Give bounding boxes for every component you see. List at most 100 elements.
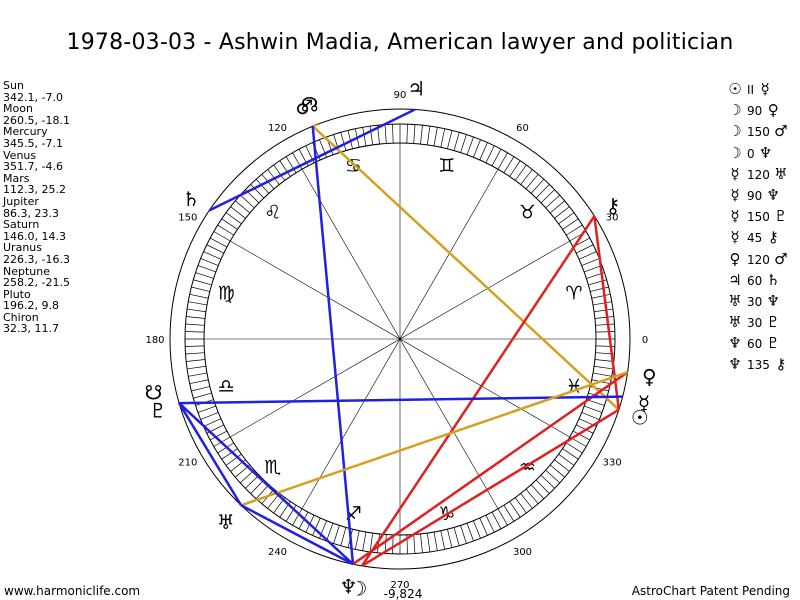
degree-tick	[491, 149, 502, 167]
mercury-icon: ☿	[730, 228, 740, 247]
north-node-icon: ☊	[301, 93, 319, 117]
degree-tick	[267, 493, 280, 509]
degree-tick	[535, 184, 550, 199]
uranus-icon: ♅	[728, 313, 742, 332]
degree-tick	[525, 174, 539, 190]
venus-icon: ♀	[729, 249, 741, 268]
degree-tick	[362, 127, 367, 147]
degree-tick	[197, 405, 216, 413]
gemini-icon: ♊	[438, 155, 455, 177]
degree-tick	[562, 218, 579, 230]
pluto-icon: ♇	[149, 398, 167, 422]
aspect-row: ☽ 90 ♀	[727, 100, 789, 121]
degree-tick	[200, 412, 219, 420]
degree-tick	[530, 484, 545, 500]
planet-name: Uranus	[3, 241, 42, 255]
planet-values: 342.1, -7.0	[3, 90, 63, 104]
degree-tick	[503, 505, 515, 522]
taurus-icon: ♉	[519, 202, 536, 224]
degree-tick	[203, 418, 222, 427]
degree-tick	[460, 525, 467, 544]
degree-tick	[185, 345, 205, 347]
aspect-row: ♃ 60 ♄	[727, 270, 789, 291]
degree-tick	[566, 442, 583, 454]
degree-tick	[520, 493, 533, 509]
degree-tick	[186, 359, 206, 362]
saturn-icon: ♄	[182, 187, 200, 211]
south-node-icon: ☋	[145, 380, 163, 404]
degree-label: 300	[513, 547, 532, 558]
degree-tick	[453, 132, 460, 151]
degree-tick	[250, 184, 265, 199]
degree-label: 180	[145, 335, 164, 346]
degree-tick	[195, 272, 214, 279]
degree-tick	[225, 453, 242, 466]
degree-tick	[221, 218, 238, 230]
aspect-line	[311, 126, 355, 565]
degree-tick	[479, 517, 488, 536]
aspect-row: ♅ 30 ♆	[727, 291, 789, 312]
degree-tick	[312, 517, 321, 536]
degree-tick	[186, 316, 206, 319]
planet-values: 351.7, -4.6	[3, 160, 63, 174]
mercury-icon: ☿	[760, 80, 770, 98]
degree-tick	[586, 399, 605, 406]
degree-tick	[581, 258, 600, 266]
degree-tick	[189, 379, 209, 385]
planet-name: Saturn	[3, 218, 40, 232]
pluto-icon: ♇	[766, 334, 780, 353]
degree-label: 60	[516, 123, 529, 134]
degree-tick	[545, 469, 561, 484]
aquarius-icon: ♒	[519, 456, 536, 478]
aspect-row: ☽ 0 ♆	[727, 143, 789, 164]
planet-values: 226.3, -16.3	[3, 252, 70, 266]
degree-tick	[535, 479, 550, 494]
degree-tick	[392, 534, 394, 554]
planet-values: 146.0, 14.3	[3, 229, 66, 243]
degree-tick	[255, 178, 270, 194]
sun-icon: ☉	[631, 405, 649, 429]
degree-tick	[473, 139, 481, 158]
planet-values: 258.2, -21.5	[3, 276, 70, 290]
pluto-icon: ♇	[774, 207, 788, 226]
degree-tick	[279, 160, 291, 177]
neptune-icon: ♆	[766, 291, 780, 310]
degree-tick	[369, 126, 374, 145]
degree-tick	[298, 511, 309, 529]
aspect-number: 90	[747, 188, 763, 203]
outer-circle	[169, 108, 631, 570]
degree-label: 30	[606, 213, 619, 224]
degree-tick	[433, 531, 438, 551]
aspect-line	[178, 402, 354, 566]
aspect-line	[240, 371, 628, 507]
scorpio-icon: ♏	[264, 456, 281, 478]
degree-tick	[197, 265, 216, 273]
moon-icon: ☽	[349, 577, 367, 600]
aspect-number: 150	[747, 210, 770, 225]
aspect-line	[208, 108, 416, 212]
mars-icon: ♂	[295, 95, 313, 119]
degree-tick	[594, 316, 614, 319]
footer-website[interactable]: www.harmoniclife.com	[4, 584, 141, 598]
degree-tick	[333, 525, 340, 544]
degree-tick	[187, 308, 206, 313]
neptune-icon: ♆	[728, 334, 742, 353]
degree-tick	[545, 194, 561, 209]
aspect-number: 30	[747, 294, 763, 309]
degree-tick	[592, 301, 612, 306]
degree-tick	[267, 169, 280, 185]
degree-tick	[369, 533, 374, 552]
division-line	[230, 240, 570, 438]
degree-tick	[554, 206, 570, 219]
aspect-line	[352, 371, 629, 566]
degree-tick	[466, 136, 474, 155]
pisces-icon: ♓	[565, 376, 582, 398]
degree-tick	[530, 178, 545, 194]
saturn-icon: ♄	[766, 270, 780, 289]
degree-tick	[447, 529, 453, 548]
aspect-row: ☿ 150 ♇	[727, 206, 789, 227]
degree-label: 240	[268, 547, 287, 558]
degree-tick	[558, 453, 575, 466]
degree-tick	[497, 508, 508, 526]
degree-tick	[590, 286, 609, 292]
